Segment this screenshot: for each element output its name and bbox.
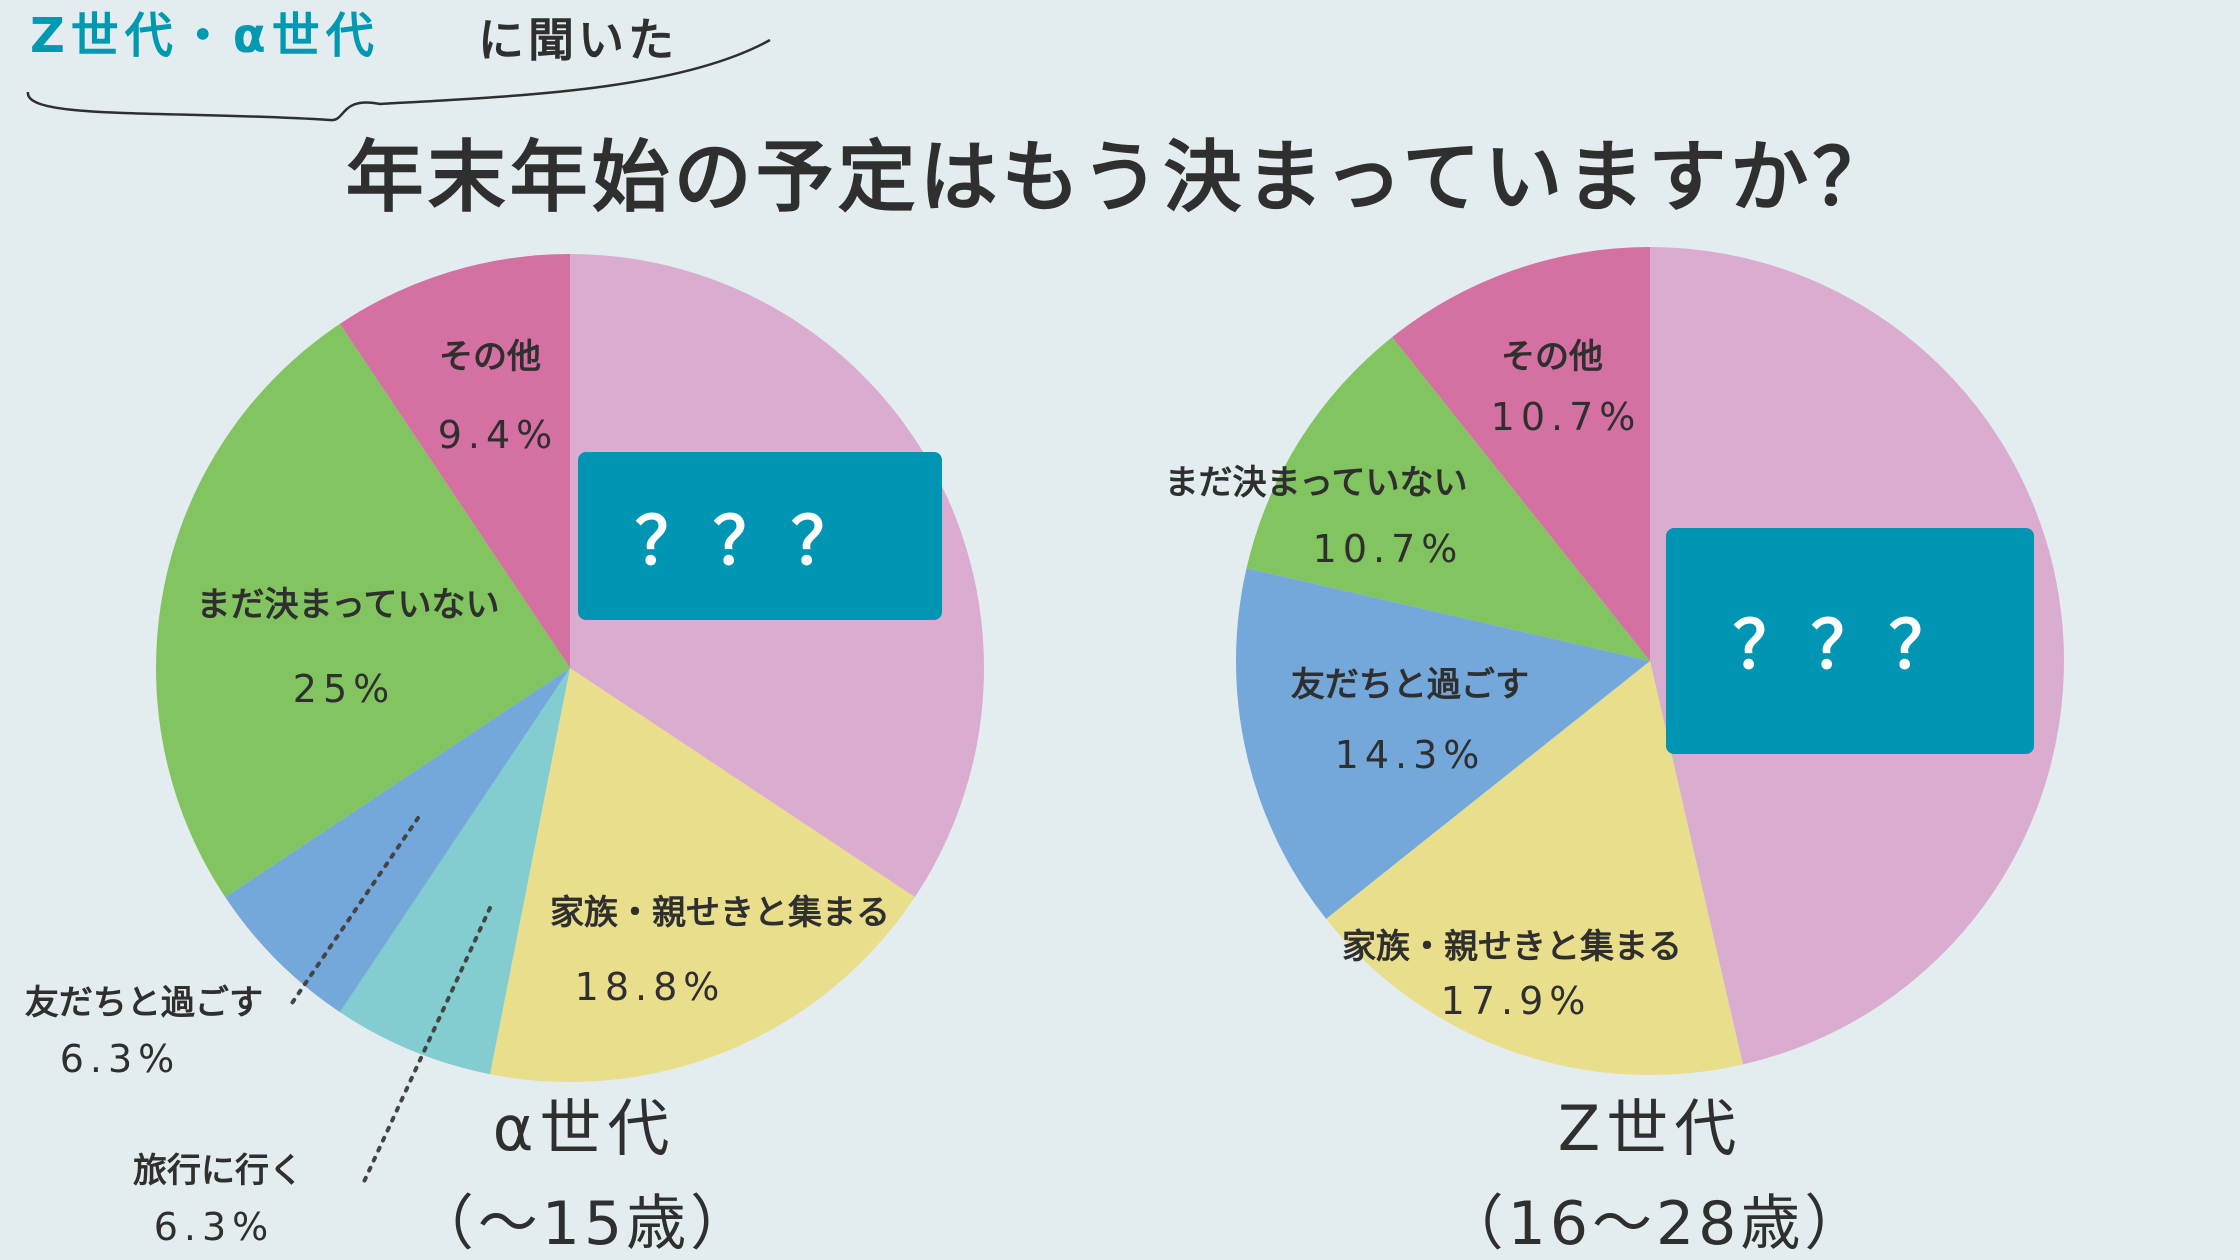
leader-line-friends <box>288 816 420 1008</box>
header-accent-text: Z世代・α世代 <box>30 8 380 64</box>
alpha-value-travel: 6.3% <box>154 1205 275 1249</box>
z-value-family: 17.9% <box>1441 979 1592 1023</box>
z-label-friends: 友だちと過ごす <box>1291 665 1529 705</box>
alpha-label-friends: 友だちと過ごす <box>25 983 263 1023</box>
z-slice-4 <box>1392 247 1650 661</box>
alpha-value-friends: 6.3% <box>60 1037 181 1081</box>
alpha-label-family: 家族・親せきと集まる <box>550 893 890 933</box>
z-label-undecided: まだ決まっていない <box>1165 463 1468 503</box>
alpha-slice-5 <box>339 254 570 668</box>
z-label-other: その他 <box>1501 337 1603 377</box>
alpha-label-travel: 旅行に行く <box>133 1151 303 1191</box>
alpha-slice-2 <box>339 668 570 1075</box>
alpha-slice-4 <box>155 323 570 898</box>
alpha-value-other: 9.4% <box>438 413 559 457</box>
alpha-hidden-answer-text: ？？？ <box>635 503 869 580</box>
z-label-family: 家族・親せきと集まる <box>1342 927 1682 967</box>
z-value-other: 10.7% <box>1491 395 1642 439</box>
z-value-undecided: 10.7% <box>1313 527 1464 571</box>
pie-chart-z <box>1236 247 2064 1075</box>
z-value-friends: 14.3% <box>1335 733 1486 777</box>
z-caption-sub: （16〜28歳） <box>1444 1189 1869 1259</box>
alpha-caption-main: α世代 <box>493 1092 676 1165</box>
alpha-label-other: その他 <box>439 337 541 377</box>
header-underline <box>26 38 771 122</box>
alpha-slice-3 <box>225 668 570 1013</box>
alpha-value-undecided: 25% <box>293 667 395 711</box>
z-hidden-answer-box <box>1666 528 2034 754</box>
z-hidden-answer-text: ？？？ <box>1733 607 1967 684</box>
leader-line-travel <box>360 906 492 1188</box>
pie-chart-alpha <box>155 254 985 1082</box>
alpha-caption-sub: （〜15歳） <box>414 1189 754 1259</box>
alpha-value-family: 18.8% <box>575 965 726 1009</box>
alpha-label-undecided: まだ決まっていない <box>197 585 500 625</box>
z-caption-main: Z世代 <box>1558 1092 1742 1165</box>
z-slice-1 <box>1326 661 1743 1075</box>
z-slice-2 <box>1236 568 1650 919</box>
alpha-hidden-answer-box <box>578 452 942 620</box>
alpha-slice-1 <box>490 668 915 1082</box>
main-title: 年末年始の予定はもう決まっていますか？ <box>346 133 1895 223</box>
z-slice-3 <box>1246 337 1650 661</box>
header-suffix-text: に聞いた <box>478 13 678 67</box>
